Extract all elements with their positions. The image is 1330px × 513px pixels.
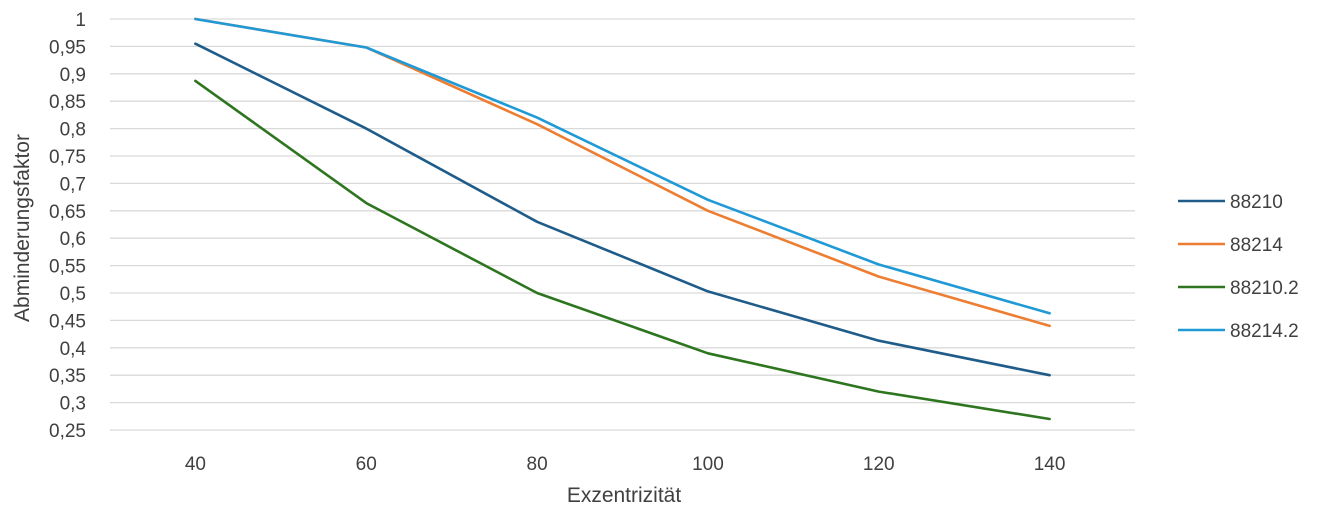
y-tick-label: 0,65	[49, 202, 86, 223]
series-lines	[194, 17, 1051, 421]
y-tick-label: 0,25	[49, 421, 86, 442]
y-tick-label: 1	[75, 10, 86, 31]
y-tick-label: 0,55	[49, 257, 86, 278]
y-axis-title: Abminderungsfaktor	[11, 134, 34, 322]
series-line-88210	[194, 42, 1051, 377]
x-tick-label: 140	[1034, 454, 1066, 475]
gridlines	[110, 18, 1135, 431]
legend-item-88214.2: 88214.2	[1178, 321, 1299, 342]
legend-item-88210: 88210	[1178, 192, 1283, 213]
y-tick-label: 0,9	[60, 65, 86, 86]
x-tick-label: 80	[527, 454, 548, 475]
y-tick-label: 0,3	[60, 394, 86, 415]
legend: 88210 88214 88210.2 88214.2	[1178, 192, 1299, 342]
legend-label: 88214.2	[1230, 321, 1299, 342]
y-tick-label: 0,6	[60, 229, 86, 250]
y-tick-label: 0,95	[49, 37, 86, 58]
series-line-88210.2	[194, 79, 1051, 421]
y-tick-label: 0,7	[60, 174, 86, 195]
x-axis-ticks: 40 60 80 100 120 140	[185, 454, 1066, 475]
y-tick-label: 0,85	[49, 92, 86, 113]
legend-item-88214: 88214	[1178, 235, 1283, 256]
y-tick-label: 0,75	[49, 147, 86, 168]
x-tick-label: 100	[692, 454, 724, 475]
y-tick-label: 0,45	[49, 311, 86, 332]
x-axis-title: Exzentrizität	[567, 484, 682, 507]
x-tick-label: 60	[356, 454, 377, 475]
legend-label: 88210	[1230, 192, 1283, 213]
y-tick-label: 0,35	[49, 366, 86, 387]
y-tick-label: 0,4	[60, 339, 87, 360]
y-tick-label: 0,5	[60, 284, 86, 305]
y-tick-label: 0,8	[60, 120, 86, 141]
legend-item-88210.2: 88210.2	[1178, 278, 1299, 299]
legend-label: 88214	[1230, 235, 1283, 256]
y-axis-ticks: 1 0,95 0,9 0,85 0,8 0,75 0,7 0,65 0,6 0,55 0,5 0,45…	[49, 10, 86, 442]
x-tick-label: 120	[863, 454, 895, 475]
legend-label: 88210.2	[1230, 278, 1299, 299]
series-line-88214.2	[194, 17, 1051, 315]
x-tick-label: 40	[185, 454, 206, 475]
